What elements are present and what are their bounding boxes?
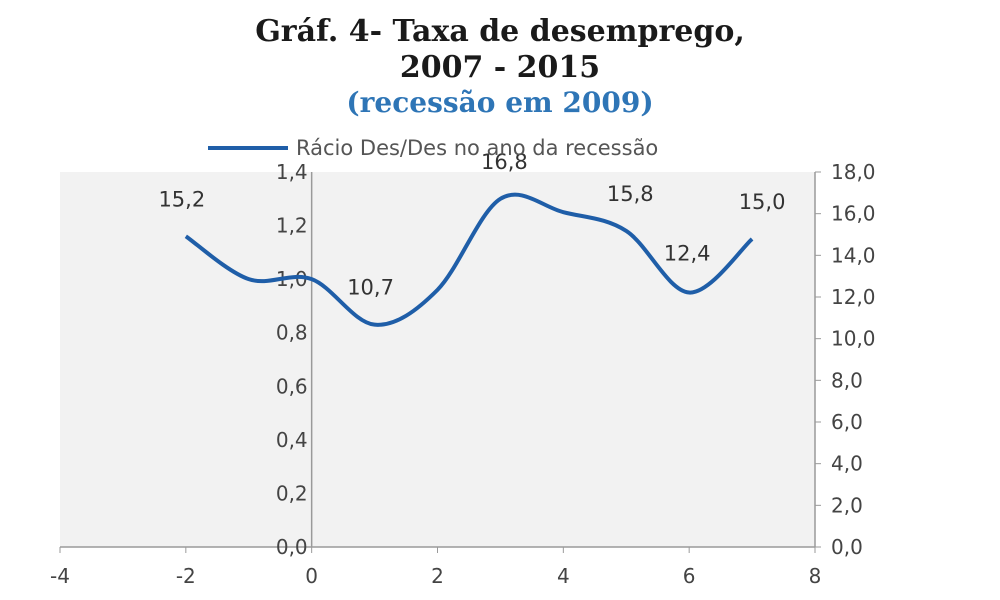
data-label: 15,2	[158, 187, 205, 211]
y-right-tick-label: 0,0	[831, 535, 863, 559]
y-left-tick-label: 0,2	[276, 481, 308, 505]
series-line-0	[184, 192, 754, 327]
data-label: 15,0	[739, 190, 786, 214]
y-right-tick-label: 8,0	[831, 368, 863, 392]
y-left-tick-label: 0,0	[276, 535, 308, 559]
plot-area	[60, 172, 815, 547]
x-tick-label: 8	[809, 564, 822, 588]
data-label: 12,4	[664, 242, 711, 266]
x-tick-label: 6	[683, 564, 696, 588]
y-left-tick-label: 0,8	[276, 321, 308, 345]
y-left-tick-label: 0,4	[276, 428, 308, 452]
x-tick-label: 4	[557, 564, 570, 588]
chart-title: Gráf. 4- Taxa de desemprego,	[255, 14, 745, 49]
y-left-tick-label: 1,4	[276, 160, 308, 184]
x-tick-label: -4	[50, 564, 70, 588]
chart-title-line2: 2007 - 2015	[399, 50, 601, 85]
legend-label: Rácio Des/Des no ano da recessão	[296, 136, 658, 160]
y-left-tick-label: 0,6	[276, 374, 308, 398]
y-right-tick-label: 18,0	[831, 160, 876, 184]
y-right-tick-label: 16,0	[831, 202, 876, 226]
y-right-tick-label: 6,0	[831, 410, 863, 434]
y-left-tick-label: 1,2	[276, 214, 308, 238]
x-tick-label: -2	[176, 564, 196, 588]
x-tick-label: 0	[305, 564, 318, 588]
data-label: 16,8	[481, 150, 528, 174]
y-right-tick-label: 14,0	[831, 243, 876, 267]
data-label: 10,7	[347, 276, 394, 300]
y-right-tick-label: 10,0	[831, 327, 876, 351]
data-label: 15,8	[607, 182, 654, 206]
y-right-tick-label: 4,0	[831, 452, 863, 476]
y-right-tick-label: 12,0	[831, 285, 876, 309]
chart-subtitle: (recessão em 2009)	[346, 86, 654, 119]
y-right-tick-label: 2,0	[831, 493, 863, 517]
x-tick-label: 2	[431, 564, 444, 588]
